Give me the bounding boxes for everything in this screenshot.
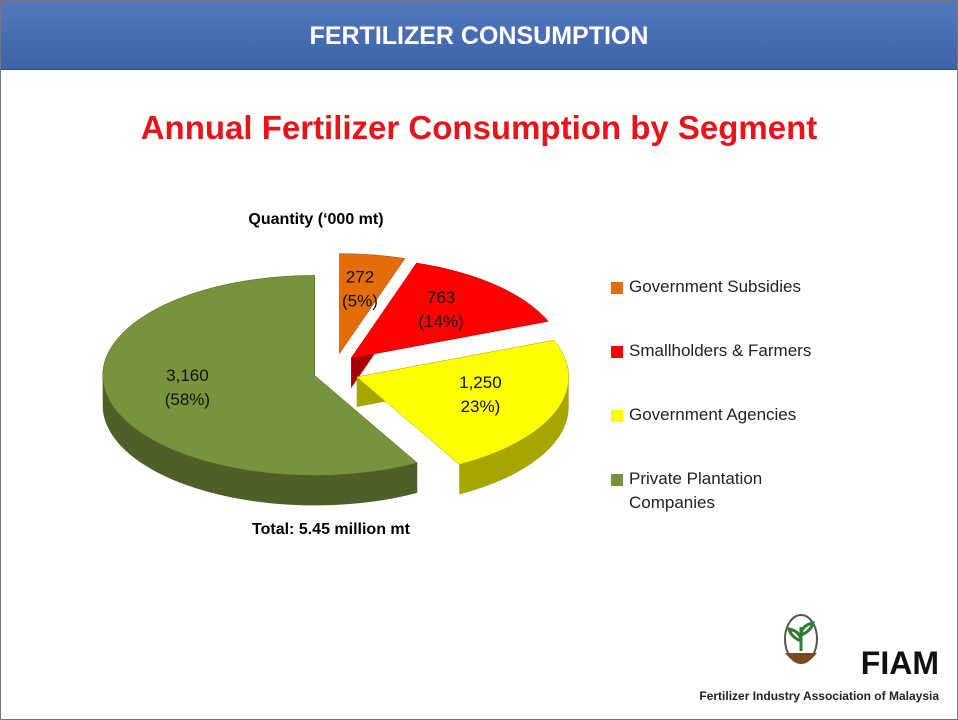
legend-item: Government Subsidies (611, 277, 834, 342)
legend-swatch (611, 474, 623, 486)
legend-swatch (611, 282, 623, 294)
legend-label: Smallholders & Farmers (629, 341, 812, 360)
logo-caption: Fertilizer Industry Association of Malay… (699, 689, 939, 703)
chart-title: Annual Fertilizer Consumption by Segment (140, 109, 818, 146)
slice (102, 275, 418, 476)
slice-side (102, 375, 418, 506)
percent-label: (58%) (165, 390, 210, 409)
value-label: 3,160 (166, 366, 209, 385)
value-label: 1,250 (459, 373, 502, 392)
legend-item: Private Plantation Companies (611, 469, 834, 534)
slice-side (459, 376, 569, 495)
slice (339, 253, 406, 355)
legend-label: Government Subsidies (629, 277, 801, 296)
header: FERTILIZER CONSUMPTION (1, 1, 957, 70)
logo-text: FIAM (860, 645, 939, 681)
legend-swatch (611, 410, 623, 422)
slice (356, 339, 569, 465)
legend-label: Government Agencies (629, 405, 797, 424)
percent-label: 23%) (461, 397, 501, 416)
legend: Government Subsidies Smallholders & Farme… (611, 277, 834, 534)
legend-item: Smallholders & Farmers (611, 341, 834, 406)
value-label: 763 (427, 288, 455, 307)
slice (350, 262, 549, 359)
percent-label: (14%) (418, 312, 463, 331)
chart-subtitle: Quantity (‘000 mt) (248, 211, 384, 228)
total-label: Total: 5.45 million mt (252, 521, 410, 538)
value-label: 272 (346, 267, 374, 286)
legend-item: Government Agencies (611, 405, 834, 470)
logo-icon (784, 614, 818, 664)
percent-label: (5%) (342, 291, 378, 310)
legend-swatch (611, 346, 623, 358)
legend-label: Private Plantation Companies (629, 469, 763, 512)
